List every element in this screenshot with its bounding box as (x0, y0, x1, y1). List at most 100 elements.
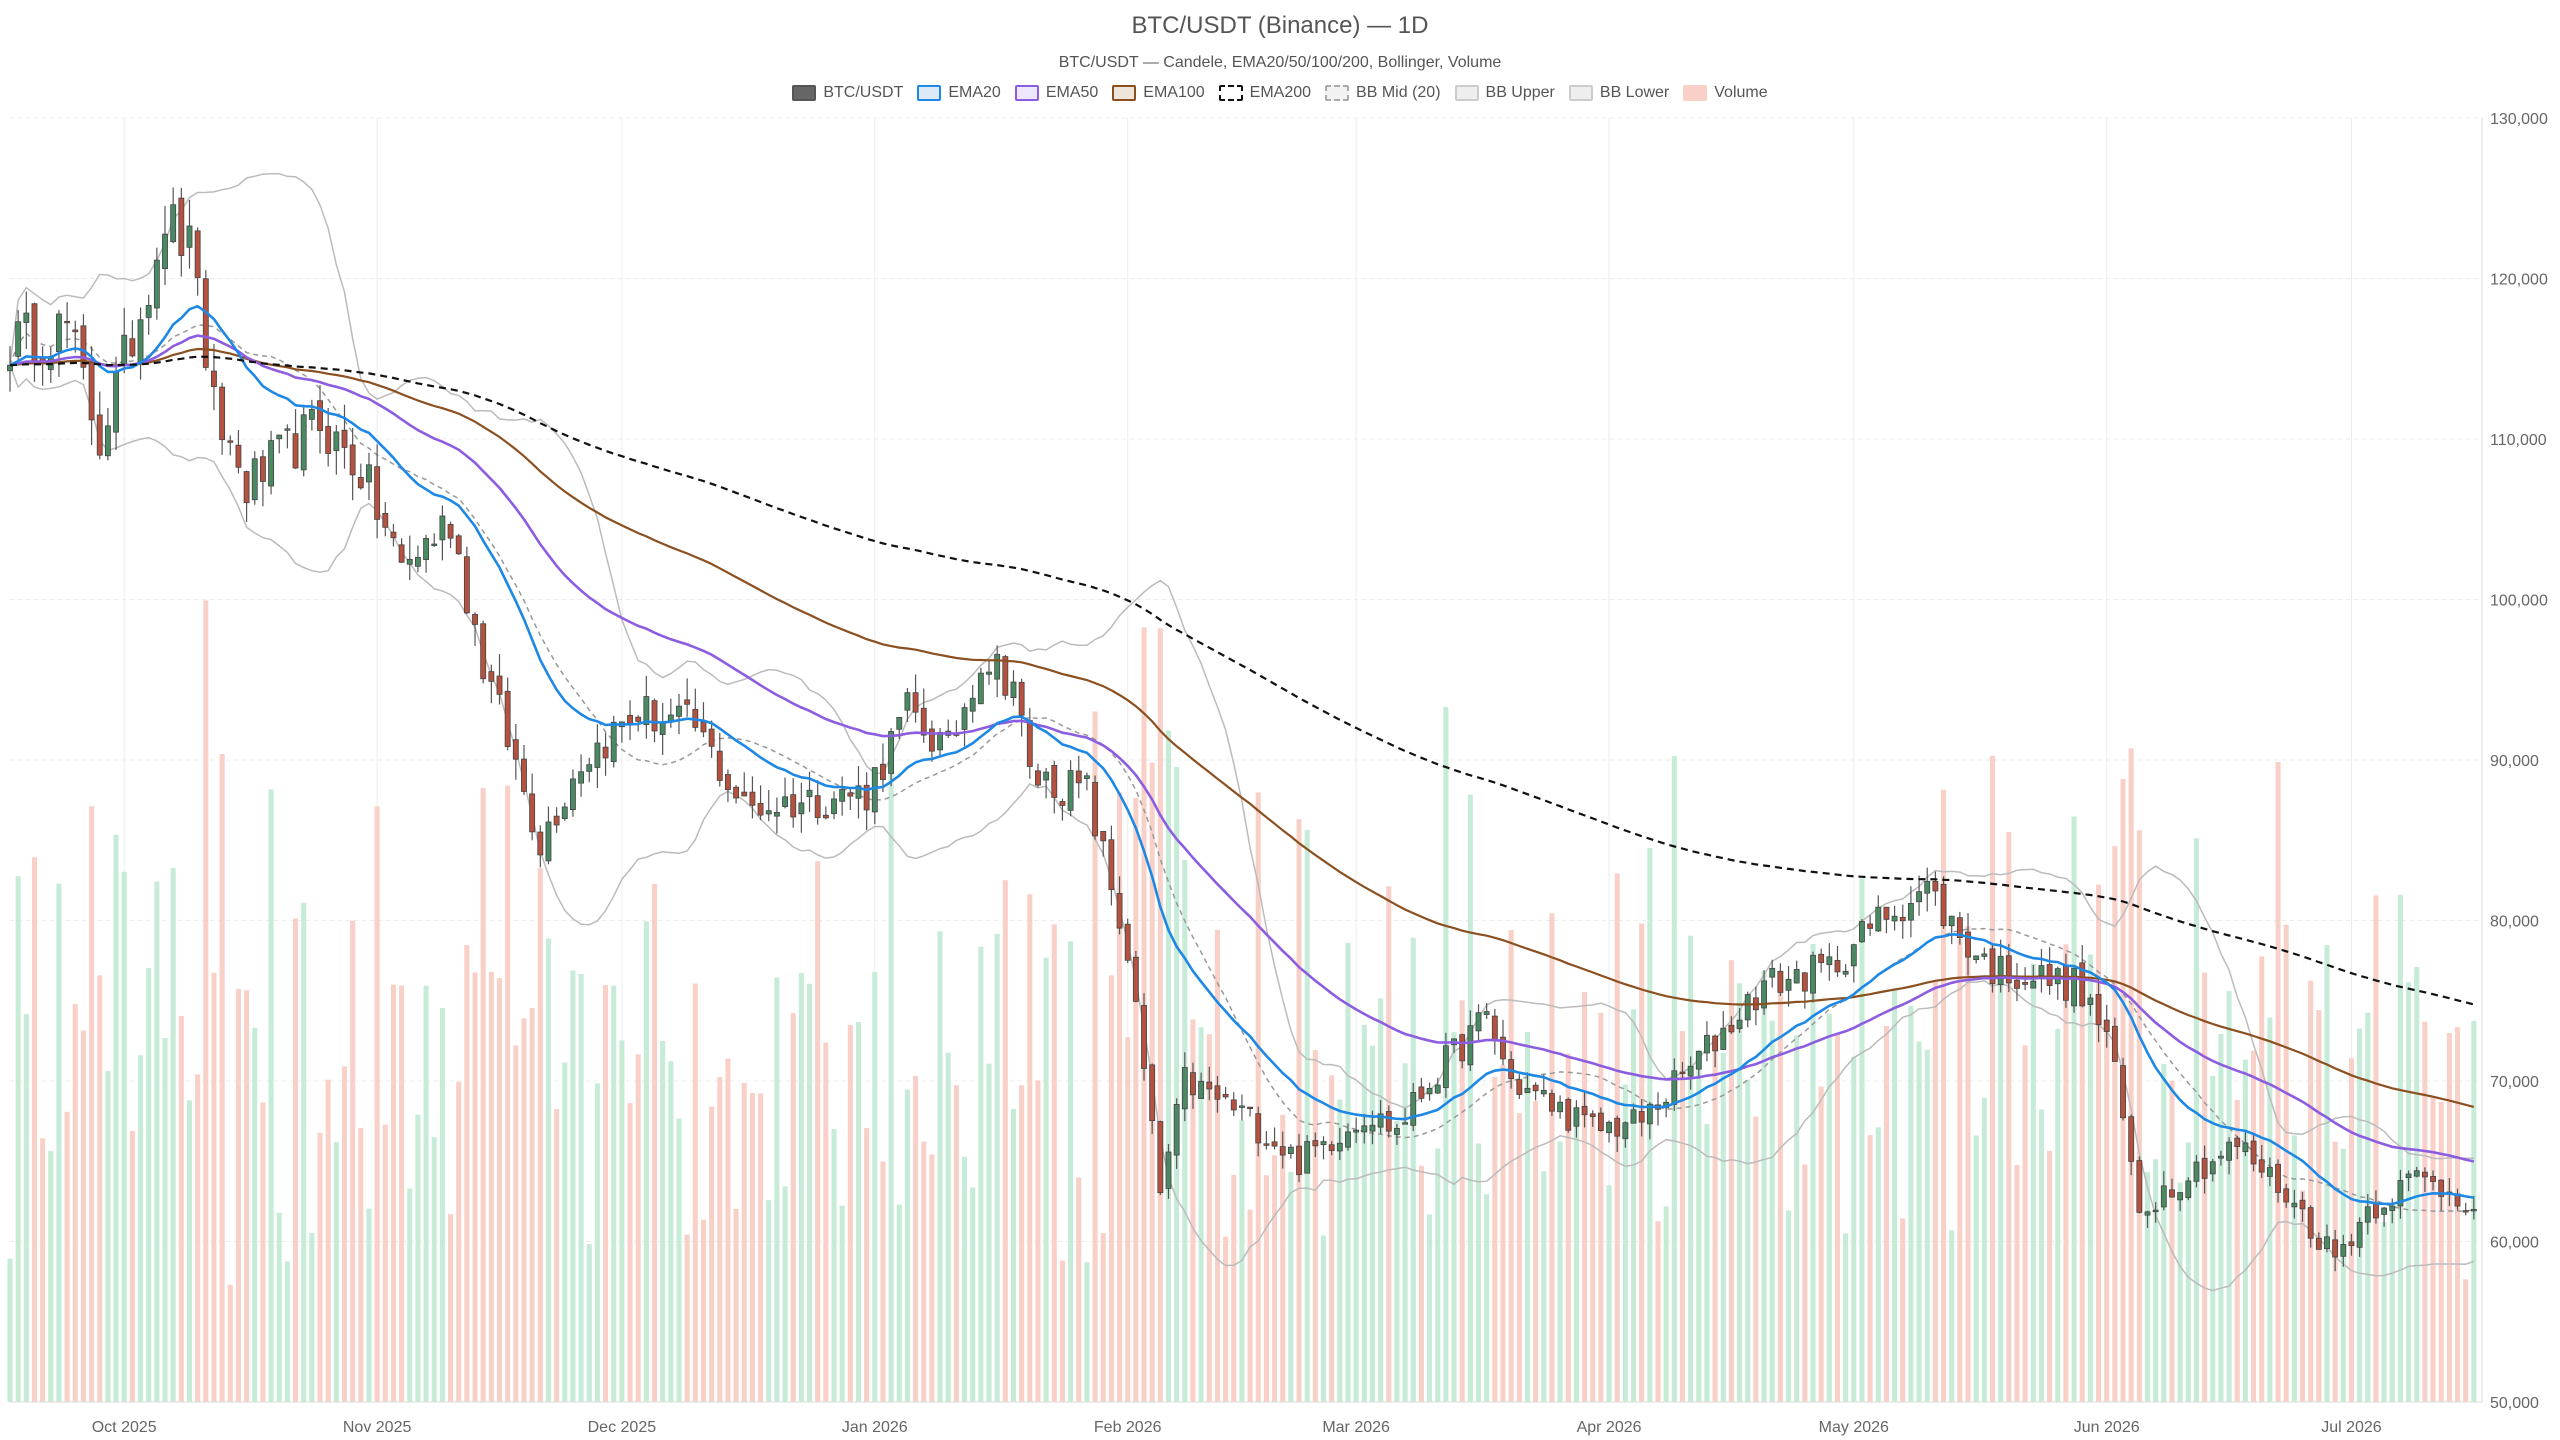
volume-bar (2063, 944, 2069, 1402)
volume-bar (790, 1013, 796, 1402)
volume-bar (496, 978, 503, 1402)
candle-body (1810, 954, 1816, 994)
volume-bar (1386, 886, 1392, 1402)
legend-swatch (1325, 85, 1350, 101)
candle-body (773, 811, 780, 817)
candle-body (145, 305, 152, 318)
candle-body (186, 225, 193, 248)
volume-bar (806, 983, 813, 1402)
legend-item[interactable]: BB Upper (1454, 84, 1555, 102)
legend-item[interactable]: BB Lower (1568, 84, 1670, 102)
legend-label: BB Lower (1599, 84, 1670, 101)
volume-bar (276, 1212, 282, 1402)
volume-bar (1524, 1031, 1530, 1402)
candle-body (211, 370, 217, 388)
volume-bar (676, 1118, 682, 1402)
candle-body (227, 440, 234, 443)
volume-bar (2112, 846, 2118, 1402)
legend-item[interactable]: EMA100 (1112, 84, 1205, 102)
legend-item[interactable]: EMA20 (917, 84, 1001, 102)
candle-body (480, 623, 487, 680)
volume-bar (203, 600, 209, 1402)
volume-bar (1272, 1155, 1278, 1402)
candle-body (431, 543, 438, 546)
volume-bar (1582, 992, 1588, 1402)
candle-body (904, 692, 911, 711)
candle-body (1018, 681, 1025, 716)
candle-body (88, 361, 95, 421)
candle-body (1353, 1129, 1360, 1133)
volume-bar (1541, 1171, 1547, 1402)
volume-bar (1231, 1174, 1237, 1402)
volume-bar (1402, 1063, 1408, 1402)
candle-body (1679, 1071, 1686, 1074)
candle-body (1867, 923, 1874, 929)
volume-bar (1957, 939, 1963, 1402)
candle-body (1271, 1141, 1278, 1147)
volume-bar (1802, 1164, 1808, 1402)
candle-body (1630, 1109, 1637, 1124)
volume-bar (970, 1187, 976, 1402)
candle-body (153, 259, 160, 309)
candle-body (1850, 944, 1857, 967)
candle-body (986, 671, 992, 675)
volume-bar (1679, 1030, 1686, 1402)
candle-body (64, 320, 71, 324)
candle-body (2169, 1189, 2175, 1198)
candle-body (72, 329, 79, 333)
volume-bar (1916, 1041, 1922, 1402)
candle-body (610, 721, 617, 763)
candle-body (782, 796, 788, 807)
volume-bar (1027, 894, 1033, 1402)
candle-body (1573, 1107, 1580, 1127)
volume-bar (823, 1042, 829, 1402)
volume-bar (2414, 966, 2420, 1402)
candle-body (871, 767, 878, 813)
candle-body (2381, 1207, 2388, 1215)
volume-bar (1117, 792, 1123, 1402)
volume-bar (2357, 1028, 2363, 1402)
candle-body (2136, 1160, 2143, 1213)
legend-item[interactable]: EMA200 (1218, 84, 1311, 102)
volume-bar (2348, 1058, 2354, 1402)
volume-bar (244, 990, 250, 1402)
volume-bar (1720, 1052, 1726, 1402)
volume-bars (7, 600, 2477, 1402)
candle-body (170, 204, 177, 243)
legend-item[interactable]: EMA50 (1014, 84, 1098, 102)
volume-bar (227, 1284, 233, 1402)
candle-body (259, 456, 266, 482)
candle-body (2405, 1173, 2412, 1179)
candle-body (896, 716, 903, 730)
volume-bar (2022, 1045, 2028, 1402)
legend-item[interactable]: BB Mid (20) (1325, 84, 1441, 102)
volume-bar (1304, 829, 1310, 1402)
candle-body (1304, 1141, 1311, 1174)
x-tick-label: Oct 2025 (92, 1419, 157, 1436)
volume-bar (89, 806, 95, 1402)
candle-body (1010, 681, 1017, 698)
legend-item[interactable]: BTC/USDT (792, 84, 903, 102)
volume-bar (2446, 1032, 2452, 1402)
candle-body (1190, 1072, 1196, 1096)
volume-bar (2283, 924, 2289, 1402)
candle-body (1883, 906, 1890, 920)
volume-bar (268, 789, 274, 1402)
candle-body (1565, 1098, 1572, 1131)
candle-body (235, 444, 242, 468)
volume-bar (1108, 975, 1114, 1402)
candle-body (1287, 1146, 1294, 1154)
volume-bar (2259, 956, 2265, 1402)
volume-bar (2055, 1028, 2061, 1402)
candle-body (1410, 1092, 1417, 1126)
x-tick-label: Feb 2026 (1094, 1419, 1162, 1436)
volume-bar (798, 973, 804, 1402)
volume-bar (1753, 1116, 1759, 1402)
candle-body (1141, 1005, 1147, 1069)
candle-body (1695, 1050, 1702, 1070)
candle-body (1907, 903, 1914, 921)
candle-body (994, 653, 1001, 680)
legend-item[interactable]: Volume (1683, 84, 1768, 102)
candle-body (2095, 994, 2102, 1026)
candle-body (292, 433, 299, 469)
